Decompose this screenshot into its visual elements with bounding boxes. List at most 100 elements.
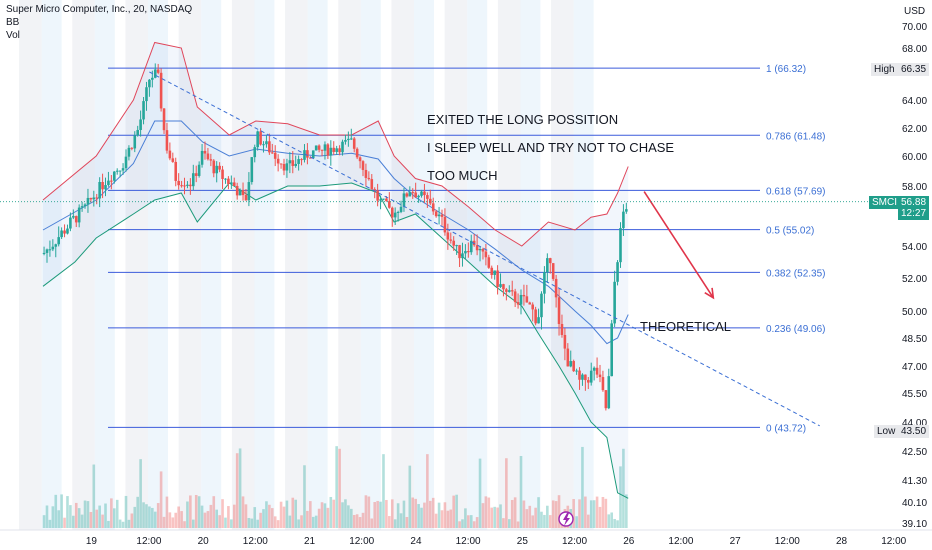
volume-bar (238, 448, 242, 528)
volume-bar (83, 500, 87, 528)
candle-body (110, 180, 113, 182)
candle-body (159, 72, 163, 109)
candle-body (57, 237, 60, 245)
candle-body (276, 158, 280, 164)
volume-bar (388, 516, 391, 528)
volume-bar (358, 517, 362, 528)
volume-bar (121, 521, 125, 528)
candle-body (557, 297, 561, 324)
volume-bar (89, 511, 93, 528)
volume-bar (165, 496, 169, 528)
candle-body (440, 214, 444, 217)
bollinger-fill (43, 42, 629, 499)
candle-body (423, 191, 426, 196)
volume-bar (469, 515, 473, 528)
candle-body (241, 190, 245, 196)
volume-bar (329, 496, 333, 528)
candle-body (314, 145, 318, 151)
candle-body (72, 216, 75, 218)
volume-bar (212, 496, 216, 528)
volume-bar (42, 515, 46, 528)
volume-bar (613, 518, 616, 528)
volume-bar (177, 506, 180, 528)
candle-body (63, 230, 66, 234)
candle-body (587, 380, 590, 383)
candle-body (317, 145, 321, 150)
volume-bar (592, 500, 596, 528)
candle-body (127, 147, 131, 157)
volume-bar (402, 500, 406, 528)
candle-body (540, 293, 543, 318)
volume-bar (306, 510, 309, 528)
time-tick-label: 12:00 (243, 536, 268, 547)
candle-body (513, 291, 517, 303)
session-band (72, 0, 95, 530)
time-tick-label: 25 (517, 536, 529, 547)
trendline-group[interactable] (0, 71, 868, 427)
price-axis[interactable]: 39.10 40.10 41.30 42.50 44.00 45.50 47.00 48.50… (902, 22, 927, 530)
time-tick-label: 12:00 (456, 536, 481, 547)
volume-bar (437, 502, 441, 528)
candle-body (484, 251, 488, 258)
annotation-texts[interactable]: EXITED THE LONG POSSITION I SLEEP WELL AN… (427, 112, 731, 334)
volume-bar (101, 514, 104, 528)
price-tick-label: 44.00 (902, 418, 927, 429)
price-tick-label: 60.00 (902, 152, 927, 163)
volume-bar (232, 504, 236, 528)
volume-bar (475, 517, 479, 528)
candle-body (209, 159, 213, 161)
candle-body (467, 251, 470, 253)
volume-bar (282, 506, 286, 528)
session-band (338, 0, 361, 530)
volume-bar (215, 509, 218, 528)
candle-body (200, 150, 204, 165)
time-tick-label: 12:00 (881, 536, 906, 547)
volume-bar (183, 521, 186, 528)
volume-bar (528, 505, 532, 528)
volume-bar (60, 494, 63, 528)
bollinger-middle-line (42, 120, 629, 345)
volume-bar (519, 455, 523, 528)
price-tick-label: 58.00 (902, 182, 927, 193)
bollinger-bands (42, 41, 629, 499)
volume-bar (598, 506, 602, 528)
candle-body (86, 197, 90, 205)
dashed-trendline (149, 71, 820, 427)
volume-bar (525, 509, 529, 528)
volume-bar (74, 502, 78, 528)
candle-body (107, 180, 110, 186)
candle-body (428, 198, 432, 204)
time-axis[interactable]: 19 12:00 20 12:00 21 12:00 24 12:00 25 12:00 26 12:… (0, 529, 932, 547)
price-tick-label: 52.00 (902, 274, 927, 285)
volume-bar (522, 500, 526, 528)
candle-body (101, 182, 104, 190)
volume-bar (206, 511, 210, 528)
volume-bar (285, 500, 289, 528)
candle-body (543, 272, 546, 294)
indicator-bb-label[interactable]: BB (6, 17, 20, 28)
indicator-vol-label[interactable]: Vol (6, 30, 20, 41)
volume-bar (54, 494, 58, 528)
volume-bar (595, 496, 599, 528)
candle-body (142, 101, 145, 120)
volume-bar (373, 502, 377, 528)
candle-body (584, 374, 587, 381)
time-tick-label: 12:00 (668, 536, 693, 547)
volume-bar (218, 515, 221, 528)
volume-bar (294, 499, 297, 528)
candle-body (367, 177, 371, 180)
fibonacci-retracement[interactable]: 1 (66.32) 0.786 (61.48) 0.618 (57.69) 0.5 (… (108, 64, 826, 434)
volume-bar (174, 512, 178, 528)
candle-body (452, 240, 456, 246)
candle-body (385, 198, 388, 202)
candle-body (437, 214, 441, 217)
candle-body (124, 156, 128, 169)
time-tick-label: 24 (410, 536, 422, 547)
currency-label[interactable]: USD (904, 6, 926, 17)
volume-bar (148, 506, 151, 528)
volume-bar (440, 510, 444, 528)
candle-body (259, 131, 262, 145)
low-value-tag: 43.50 (898, 425, 930, 438)
lightning-icon[interactable] (558, 511, 574, 527)
